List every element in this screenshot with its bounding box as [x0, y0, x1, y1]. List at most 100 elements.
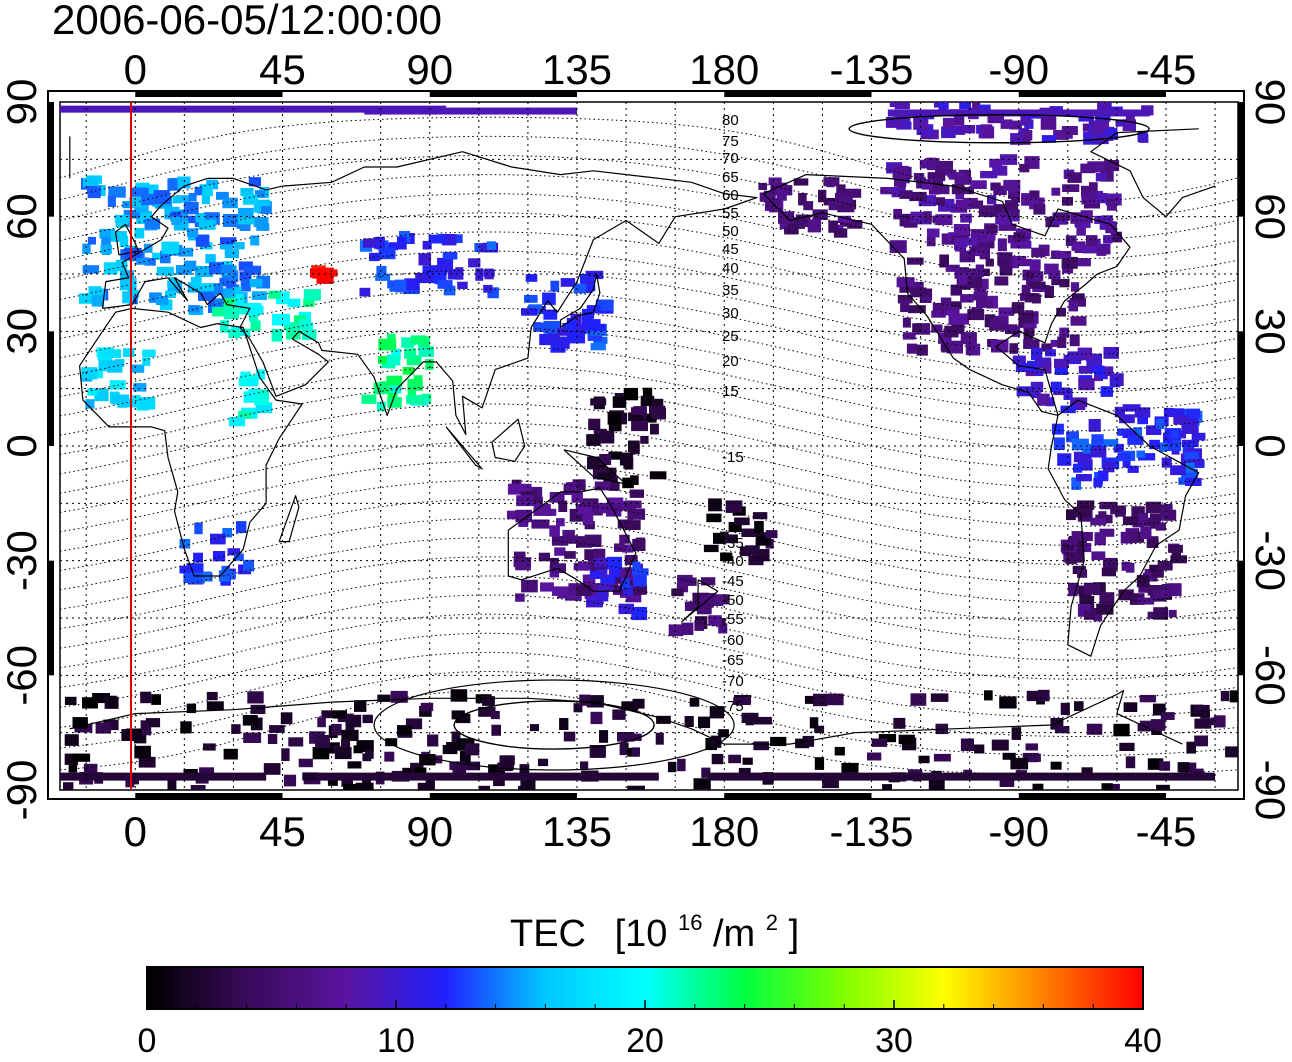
tec-cell [1168, 544, 1183, 553]
tec-cell [1010, 133, 1024, 145]
tec-cell [1146, 425, 1162, 435]
tec-cell [239, 271, 252, 281]
maglat-contour [60, 537, 1238, 623]
tec-cell [225, 280, 237, 294]
tec-cell [710, 735, 722, 748]
tec-cell [969, 268, 981, 277]
tec-cell [841, 762, 859, 773]
tec-cell [959, 102, 971, 110]
tec-cell [343, 783, 357, 790]
tec-cell [112, 394, 130, 405]
tec-cell [1099, 528, 1115, 537]
tec-cell [419, 754, 436, 766]
tec-cell [1156, 784, 1170, 790]
tec-cell [1125, 563, 1135, 573]
tec-cell [640, 395, 655, 407]
tec-cell [519, 764, 530, 774]
tec-cell [694, 620, 705, 631]
tec-heatmap-cells [60, 102, 1238, 790]
tec-cell [1032, 294, 1041, 304]
tec-cell [194, 186, 203, 196]
tec-cell [206, 691, 218, 701]
tec-cell [334, 747, 352, 760]
tec-cell [108, 186, 126, 198]
colorbar-tick-label: 30 [875, 1022, 913, 1057]
maglat-label: -70 [722, 673, 744, 690]
tec-cell [214, 298, 228, 309]
tec-cell [1194, 704, 1210, 714]
tec-cell [413, 375, 423, 384]
tec-cell [947, 169, 957, 178]
tec-cell [1181, 468, 1198, 478]
colorbar-unit-exponent-2: 2 [766, 910, 778, 935]
tec-cell [457, 281, 468, 289]
tec-cell [677, 758, 686, 772]
colorbar-ticks: 0 10 20 30 40 [138, 1000, 1162, 1060]
tec-cell [271, 328, 283, 342]
tec-cell [933, 753, 951, 762]
tec-cell [585, 270, 604, 280]
tec-cell [590, 343, 606, 351]
tec-cell [776, 188, 787, 201]
tec-cell [220, 320, 229, 333]
tec-cell [549, 492, 565, 503]
tec-cell [586, 284, 596, 292]
tec-cell [910, 693, 927, 706]
tec-cell [1095, 172, 1106, 182]
tec-cell [989, 158, 1003, 168]
tec-cell [153, 195, 171, 204]
bottom-lon-tick-label: 135 [542, 808, 612, 855]
tec-cell [684, 716, 694, 727]
tec-cell [967, 276, 982, 289]
tec-cell [110, 231, 127, 242]
tec-cell [135, 182, 150, 193]
frame-bar-right [1238, 102, 1244, 217]
tec-cell [468, 258, 481, 268]
tec-cell [91, 295, 105, 307]
tec-cell [987, 112, 1005, 124]
tec-arctic-band [60, 105, 447, 113]
tec-cell [267, 734, 278, 744]
tec-cell [121, 398, 139, 408]
tec-cell [540, 582, 554, 592]
tec-cell [384, 751, 395, 762]
tec-cell [1037, 393, 1050, 406]
tec-cell [622, 477, 634, 489]
tec-cell [386, 354, 401, 366]
tec-cell [102, 244, 111, 255]
tec-cell [993, 204, 1005, 217]
right-lat-tick-label: -60 [1247, 645, 1292, 706]
tec-cell [195, 213, 206, 223]
tec-cell [840, 196, 853, 204]
tec-cell [1186, 416, 1199, 425]
tec-cell [1125, 110, 1135, 123]
tec-cell [353, 745, 363, 754]
tec-cell [1090, 365, 1104, 373]
tec-cell [939, 185, 950, 195]
tec-cell [1106, 198, 1117, 211]
tec-cell [559, 718, 569, 730]
tec-cell [521, 579, 538, 593]
tec-cell [632, 538, 646, 551]
tec-cell [720, 552, 733, 562]
maglat-label: -60 [722, 632, 744, 649]
tec-cell [1129, 531, 1139, 543]
tec-cell [576, 507, 593, 515]
tec-cell [263, 763, 281, 775]
tec-cell [979, 247, 990, 260]
tec-cell [516, 483, 532, 495]
tec-cell [186, 703, 197, 714]
tec-cell [1083, 200, 1101, 209]
tec-cell [478, 785, 490, 790]
tec-cell [611, 568, 620, 578]
tec-cell [656, 715, 671, 724]
left-lat-tick-label: -90 [0, 760, 45, 821]
tec-cell [255, 402, 273, 414]
tec-cell [928, 780, 945, 790]
tec-cell [871, 738, 888, 747]
tec-cell [1184, 451, 1199, 460]
tec-cell [551, 536, 569, 546]
tec-cell [287, 298, 301, 308]
tec-cell [220, 264, 233, 274]
tec-cell [1026, 690, 1042, 702]
